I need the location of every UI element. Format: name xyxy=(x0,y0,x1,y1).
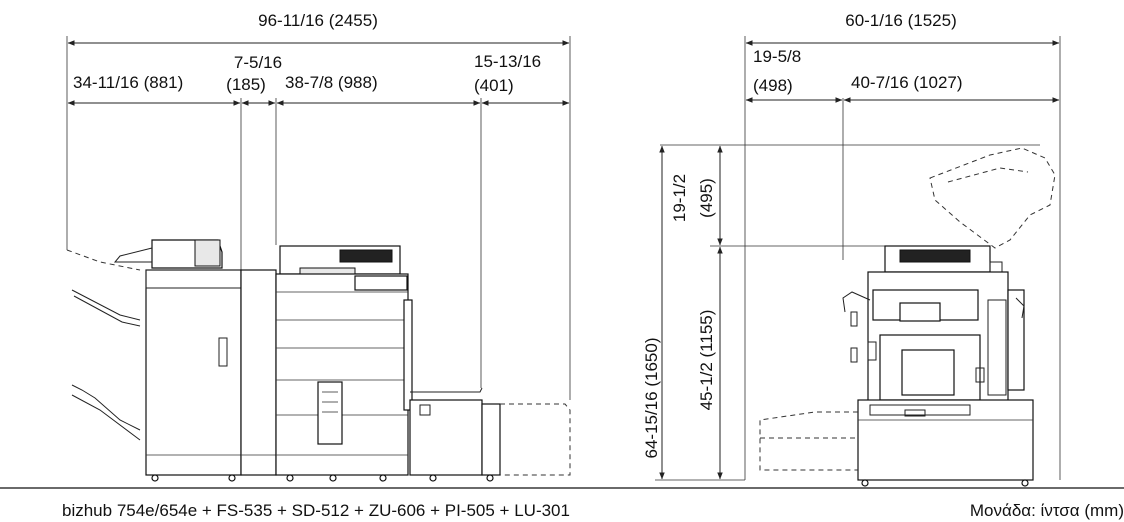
front-finisher-width-label: 34-11/16 (881) xyxy=(73,73,183,92)
front-lct-width-label-top: 15-13/16 xyxy=(474,52,541,71)
casters xyxy=(151,474,494,482)
side-front-depth-label-bottom: (498) xyxy=(753,76,793,95)
side-body-height-label: 45-1/2 (1155) xyxy=(697,310,716,411)
front-view-machine xyxy=(66,239,571,482)
front-main-body-width-label: 38-7/8 (988) xyxy=(285,73,378,92)
large-capacity-tray xyxy=(409,387,571,476)
side-feeder-height-label-top: 19-1/2 xyxy=(670,174,689,222)
side-view-machine xyxy=(759,147,1056,487)
front-dimension-arrows xyxy=(67,40,570,106)
front-extension-lines xyxy=(66,36,571,400)
front-connector-width-label-bottom: (185) xyxy=(226,75,266,94)
connector-unit xyxy=(240,269,277,476)
side-total-depth-label: 60-1/16 (1525) xyxy=(845,11,957,30)
finisher-trays xyxy=(66,239,223,441)
side-feeder-height-label-bottom: (495) xyxy=(697,178,716,218)
side-rear-depth-label: 40-7/16 (1027) xyxy=(851,73,963,92)
main-body xyxy=(275,245,413,476)
side-dimension-arrows xyxy=(659,40,1060,480)
open-document-feeder xyxy=(929,147,1056,249)
side-paper-feed-unit xyxy=(857,399,1034,481)
front-total-width-label: 96-11/16 (2455) xyxy=(258,11,378,30)
front-connector-width-label-top: 7-5/16 xyxy=(234,53,282,72)
front-lct-width-label-bottom: (401) xyxy=(474,76,514,95)
finisher-fs535 xyxy=(145,269,242,476)
model-configuration-caption: bizhub 754e/654e + FS-535 + SD-512 + ZU-… xyxy=(62,501,570,520)
side-extension-lines xyxy=(655,36,1061,481)
unit-caption: Μονάδα: ίντσα (mm) xyxy=(970,501,1124,520)
side-front-depth-label-top: 19-5/8 xyxy=(753,47,801,66)
side-total-height-label: 64-15/16 (1650) xyxy=(642,338,661,459)
